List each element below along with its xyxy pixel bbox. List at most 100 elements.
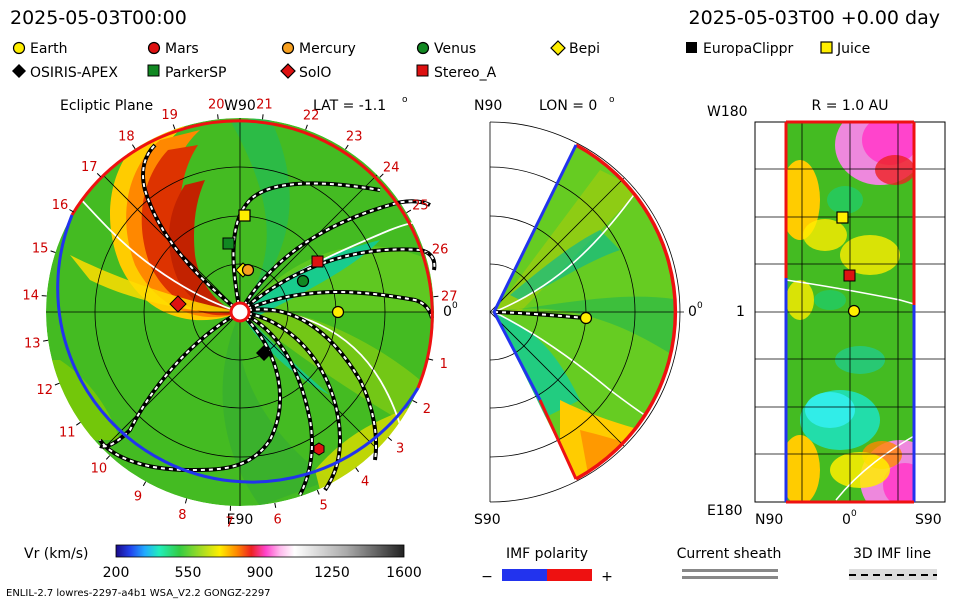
carrington-label-22: 22 [303,108,320,123]
meridional-right-sup: 0 [697,301,703,311]
legend-item-europaclippr: EuropaClippr [686,41,794,57]
parkersp-marker [222,237,235,250]
carrington-tick-19 [172,124,176,130]
ecliptic-plane-panel: Ecliptic Plane LAT = -1.1 o W90 E90 0 0 [22,95,458,531]
colorbar-tick-1250: 1250 [314,565,350,581]
venus-marker [296,274,310,288]
carrington-label-12: 12 [36,383,53,398]
carrington-tick-3 [387,437,393,441]
polarity-ring-positive [70,119,434,389]
imf-plus: + [601,569,613,585]
carrington-label-23: 23 [346,130,363,145]
carrington-tick-17 [96,173,102,178]
svg-text:Venus: Venus [434,41,476,57]
carrington-tick-20 [217,114,219,120]
carrington-label-6: 6 [274,513,282,528]
meridional-lon: LON = 0 [539,98,597,114]
carrington-tick-5 [316,489,320,495]
legend-item-solo: SolO [280,63,331,81]
carrington-label-3: 3 [396,442,404,457]
ecliptic-title: Ecliptic Plane [60,98,153,114]
carrington-tick-12 [54,382,60,386]
carrington-tick-6 [274,502,277,508]
carrington-tick-23 [345,144,349,150]
colorbar-tick-900: 900 [247,565,274,581]
legend-item-mercury: Mercury [281,41,356,57]
ecliptic-right-sup: 0 [452,301,458,311]
legend: Earth Mars Mercury Venus Bepi EuropaClip… [12,40,870,81]
ecliptic-right-label: 0 [443,304,452,320]
map-x-mid: 0 [842,512,851,528]
mars-marker [313,442,325,456]
colorbar-tick-200: 200 [103,565,130,581]
timestamp-right: 2025-05-03T00 +0.00 day [689,7,940,29]
map-mid-label: 1 [736,304,745,320]
current-sheath-label: Current sheath [677,546,782,562]
legend-item-osiris-apex: OSIRIS-APEX [12,64,118,81]
carrington-tick-11 [76,421,81,426]
carrington-label-14: 14 [22,289,39,304]
legend-item-juice: Juice [820,41,870,57]
svg-text:SolO: SolO [299,65,331,81]
carrington-tick-16 [69,209,74,213]
svg-text:ParkerSP: ParkerSP [165,65,226,81]
carrington-tick-18 [131,144,136,150]
carrington-label-13: 13 [24,337,41,352]
svg-text:Juice: Juice [836,41,870,57]
svg-text:OSIRIS-APEX: OSIRIS-APEX [30,65,118,81]
meridional-lon-sup: o [609,95,615,105]
carrington-tick-13 [43,339,49,342]
carrington-tick-25 [406,209,412,214]
map-r-label: R = 1.0 AU [812,98,889,114]
mercury-marker [241,263,255,277]
carrington-tick-15 [50,250,56,253]
legend-item-stereo-a: Stereo_A [416,64,497,81]
carrington-label-25: 25 [412,199,429,214]
current-sheath-legend: Current sheath [677,546,782,579]
map-x-mid-sup: 0 [851,509,857,519]
map-juice-marker [836,211,849,224]
osiris-apex-marker [256,345,272,361]
timestamp-left: 2025-05-03T00:00 [10,7,187,29]
ecliptic-lat-sup: o [402,95,408,105]
sun-marker [229,301,251,323]
carrington-label-2: 2 [423,402,431,417]
map-x-left: N90 [755,512,783,528]
carrington-label-9: 9 [134,490,142,505]
colorbar-label: Vr (km/s) [24,546,88,562]
meridional-bottom-label: S90 [474,512,501,528]
svg-text:Bepi: Bepi [569,41,600,57]
carrington-tick-2 [412,400,418,404]
meridional-top-label: N90 [474,98,502,114]
carrington-label-24: 24 [383,160,400,175]
carrington-tick-9 [142,481,147,487]
latlon-map-panel: R = 1.0 AU W180 1 E180 N90 0 0 S90 [707,98,946,528]
colorbar-tick-550: 550 [175,565,202,581]
model-info-footer: ENLIL-2.7 lowres-2297-a4b1 WSA_V2.2 GONG… [6,588,271,599]
svg-text:Mars: Mars [165,41,199,57]
carrington-label-27: 27 [441,289,458,304]
carrington-label-8: 8 [178,508,186,523]
carrington-label-15: 15 [32,242,49,257]
legend-item-earth: Earth [12,41,68,57]
stereo-a-marker [311,255,324,268]
carrington-label-4: 4 [361,475,369,490]
carrington-label-21: 21 [256,97,273,112]
map-x-right: S90 [915,512,942,528]
carrington-tick-26 [424,251,430,254]
legend-item-venus: Venus [416,41,476,57]
polarity-ring-negative [56,214,420,484]
legend-item-parkersp: ParkerSP [147,64,226,81]
carrington-label-7: 7 [226,516,234,531]
legend-item-bepi: Bepi [550,40,600,57]
colorbar-tick-1600: 1600 [386,565,422,581]
meridional-right-label: 0 [688,304,697,320]
imf-minus: − [481,569,493,585]
carrington-label-18: 18 [118,129,135,144]
svg-text:Stereo_A: Stereo_A [434,65,497,81]
carrington-label-11: 11 [59,425,76,440]
carrington-label-16: 16 [52,198,69,213]
legend-item-mars: Mars [147,41,199,57]
